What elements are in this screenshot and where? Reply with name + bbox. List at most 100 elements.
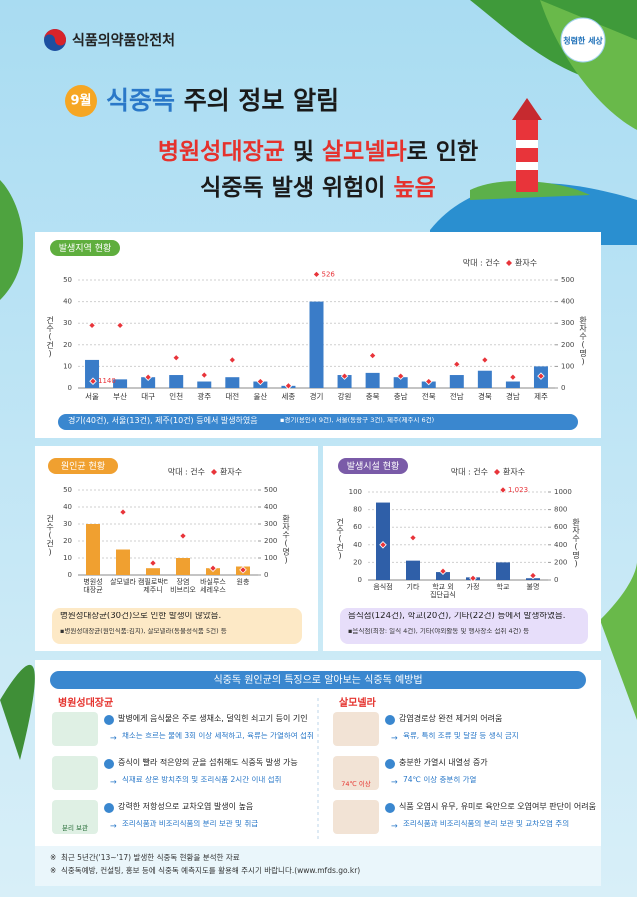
patient-marker: [89, 377, 97, 385]
bar: [436, 572, 450, 580]
summary-detail: ▪음식점(최장: 일식 4건), 기타(야외활동 및 행사장소 섭취 4건) 등: [348, 628, 530, 635]
item-tip: 채소는 흐르는 물에 3회 이상 세척하고, 육류는 가열하여 섭취: [122, 732, 314, 740]
y2-tick-label: 200: [554, 558, 567, 566]
x-tick-label-box: 불명: [526, 583, 540, 591]
item-text-box: 증식이 빨라 적은양의 균을 섭취해도 식중독 발생 가능: [118, 758, 298, 767]
item-tip: 식재료 상온 방치주의 및 조리식품 2시간 이내 섭취: [122, 776, 282, 784]
item-text: 발병에게 음식물은 주로 생채소, 덜익힌 쇠고기 등이 기인: [118, 714, 308, 723]
y2-tick-label: 500: [264, 486, 277, 494]
patient-marker: [284, 382, 293, 390]
summary-box: [58, 414, 578, 430]
x-tick-label: 살모넬라: [110, 578, 136, 586]
patient-marker: [529, 571, 537, 580]
item-image: [52, 712, 98, 746]
x-tick-label: 기타: [406, 583, 420, 591]
axis-title: 건수(건): [336, 517, 345, 560]
footnote: 최근 5년간('13~'17) 발생한 식중독 현황을 분석한 자료: [61, 852, 240, 862]
item-text: 식품 오염시 유무, 유미로 육안으로 오염여부 판단이 어려움: [399, 802, 596, 811]
title-part: 로 인한: [407, 139, 479, 165]
y2-tick-label: 0: [561, 384, 565, 392]
y-tick-label: 40: [353, 541, 362, 549]
patient-marker: [368, 351, 377, 360]
group-title: 살모넬라: [339, 696, 377, 709]
lighthouse-stripe: [516, 162, 538, 170]
data-label: 1,023: [508, 486, 528, 494]
axis-title: 건수(건): [46, 514, 55, 557]
x-tick-label: 경북: [478, 391, 492, 401]
bar: [505, 381, 520, 388]
legend-label: 막대 : 건수: [168, 467, 205, 477]
x-tick-label: 원충: [236, 578, 250, 586]
chart-badge: [48, 458, 118, 474]
item-image: [52, 756, 98, 790]
leaf: [0, 664, 35, 760]
leaf: [600, 560, 637, 720]
emblem-text: 청렴한 세상: [563, 36, 603, 46]
item-text-box: 감염경로상 완전 제거의 어려움: [399, 714, 503, 723]
x-tick-label: 경기: [310, 391, 324, 401]
patient-marker: [499, 486, 507, 494]
bar: [406, 560, 420, 580]
legend-marker: [506, 260, 512, 266]
y2-tick-label: 500: [561, 276, 574, 284]
bar: [197, 381, 212, 388]
bar: [449, 375, 464, 388]
item-text-box: 강력한 저항성으로 교차오염 발생이 높음: [118, 802, 253, 811]
month-badge: [65, 85, 97, 117]
bar: [176, 558, 190, 575]
lighthouse-stripe: [516, 140, 538, 148]
x-tick-label: 장염 비브리오: [170, 578, 196, 595]
patient-marker: [481, 356, 489, 364]
data-label: 526: [322, 270, 336, 278]
y-tick-label: 10: [63, 362, 72, 370]
chart-title: 원인균 현황: [61, 461, 105, 472]
y2-tick-label: 200: [561, 341, 574, 349]
x-tick-label: 대구: [141, 392, 155, 401]
chart-badge: [50, 240, 120, 256]
tip-arrow: →: [110, 734, 117, 743]
summary-detail: ▪경기(용인시 9건), 서울(동랑구 3건), 제주(제주시 6건): [280, 417, 435, 424]
subtitle: 식중독 발생 위험이 높음: [200, 175, 436, 201]
bar: [113, 379, 128, 388]
tip-arrow: →: [110, 778, 117, 787]
item-tip-box: 조리식품과 비조리식품의 분리 보관 및 교차오염 주의: [403, 820, 569, 828]
patient-marker: [200, 371, 209, 379]
footnote-mark: ※: [50, 866, 56, 875]
patient-marker: [116, 321, 124, 330]
bar: [116, 549, 130, 575]
x-tick-label-box: 학교 외 집단급식: [430, 583, 456, 600]
item-number-badge: [385, 715, 395, 725]
y2-tick-label: 100: [561, 362, 574, 370]
item-number-badge: [385, 803, 395, 813]
patient-marker: [149, 559, 157, 567]
item-image: [333, 756, 379, 790]
patient-marker: [256, 377, 265, 386]
x-tick-label: 가정: [466, 583, 480, 591]
x-tick-label: 학교 외 집단급식: [430, 583, 456, 600]
item-image: [52, 800, 98, 834]
x-tick-label: 충북: [366, 392, 380, 401]
y-tick-label: 50: [63, 276, 72, 284]
lighthouse: [516, 120, 538, 192]
image-label: 분리 보관: [62, 823, 88, 832]
summary-box: 경기(40건), 서울(13건), 제주(10건) 등에서 발생하였음: [68, 416, 258, 425]
x-tick-label-box: 학교: [497, 583, 510, 591]
title-part: 높음: [393, 175, 435, 201]
tip-arrow: →: [391, 734, 398, 743]
y-tick-label: 10: [63, 554, 72, 562]
month: 9월: [70, 93, 91, 109]
x-tick-label-box: 기타: [406, 583, 420, 591]
item-text: 감염경로상 완전 제거의 어려움: [399, 714, 503, 723]
y2-tick-label: 300: [561, 319, 574, 327]
y-tick-label: 40: [63, 298, 72, 306]
title-part: 살모넬라: [322, 139, 407, 165]
tip-arrow: →: [110, 822, 117, 831]
org-logo-top: [44, 29, 66, 46]
summary-detail-box: ▪경기(용인시 9건), 서울(동랑구 3건), 제주(제주시 6건): [280, 417, 435, 424]
y-tick-label: 20: [353, 558, 362, 566]
bar: [146, 568, 160, 575]
legend-label: 환자수: [503, 467, 525, 477]
bar: [141, 377, 156, 388]
bar: [477, 370, 492, 388]
x-tick-label: 불명: [526, 583, 540, 591]
